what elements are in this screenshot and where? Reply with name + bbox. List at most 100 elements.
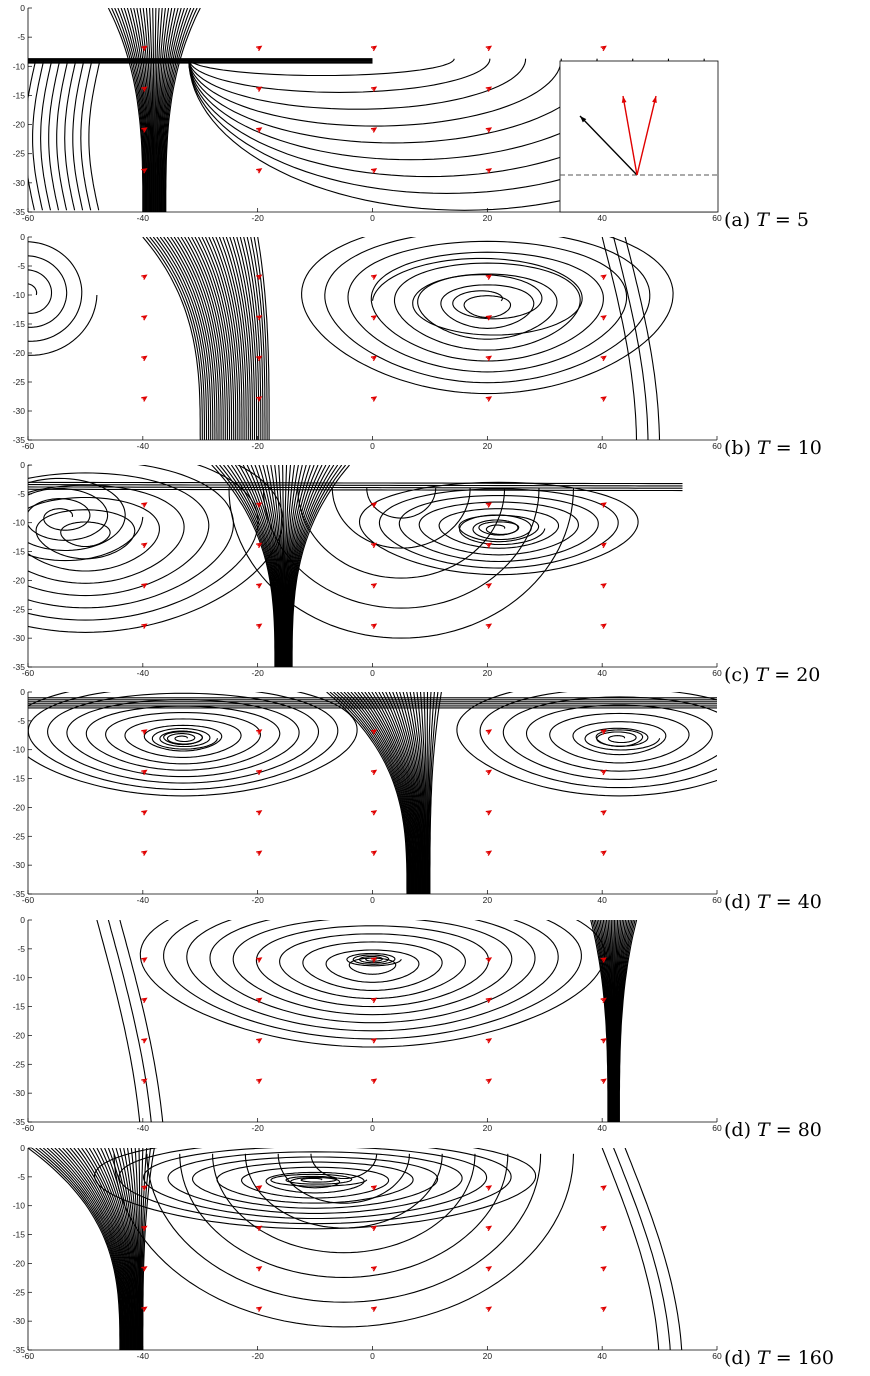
velocity-arrow-head [141, 1225, 148, 1232]
downflow-streamline-11 [180, 237, 224, 440]
y-tick-label: -10 [13, 518, 26, 528]
velocity-arrow-head [370, 45, 378, 52]
downflow-streamline-27 [236, 237, 258, 440]
velocity-arrow-head [370, 623, 378, 629]
velocity-arrows [141, 1185, 607, 1312]
velocity-arrow-head [485, 850, 493, 856]
downflow-streamline-9 [246, 465, 280, 667]
downflow-streamline-33 [429, 692, 442, 894]
velocity-arrow-head [141, 396, 148, 402]
downflow-streamline-11 [142, 8, 153, 212]
velocity-arrow-head [141, 127, 148, 133]
panel-caption: (b) T = 10 [724, 437, 822, 459]
downflow-streamline-29 [165, 8, 201, 212]
downflow-streamline-22 [402, 692, 423, 894]
velocity-arrow-head [370, 86, 378, 92]
caption-eq: = 10 [770, 437, 822, 459]
velocity-arrow-head [256, 623, 263, 629]
downflow-streamline-15 [378, 692, 418, 894]
main-vortex-4 [279, 933, 466, 1000]
downflow-streamline-3 [336, 692, 410, 894]
velocity-arrow-head [370, 1306, 378, 1312]
right-vortex-4 [393, 262, 581, 351]
velocity-arrow-head [485, 502, 493, 508]
x-tick-label: 40 [597, 441, 607, 451]
downflow-streamline-1 [145, 237, 203, 440]
velocity-arrow-head [141, 1266, 148, 1272]
downflow-streamline-25 [123, 1148, 138, 1350]
velocity-arrow-head [485, 1266, 493, 1272]
downflow-streamline-23 [160, 8, 182, 212]
velocity-arrow-head [485, 45, 493, 52]
downflow-streamline-0 [142, 237, 201, 440]
velocity-arrow-head [485, 127, 493, 133]
velocity-arrow-head [256, 997, 263, 1004]
downflow-streamline-19 [157, 8, 170, 212]
downflow-streamline-17 [385, 692, 420, 894]
velocity-arrow-head [370, 1185, 378, 1191]
downflow-streamline-8 [58, 1148, 126, 1350]
inset-arrow-head [621, 96, 627, 103]
velocity-arrow-head [600, 355, 607, 362]
inset-arrow [579, 115, 638, 176]
x-tick-label: -40 [137, 895, 150, 905]
downflow-streamline-19 [208, 237, 241, 440]
y-tick-label: -15 [13, 90, 26, 100]
y-tick-label: -30 [13, 1088, 26, 1098]
downflow-streamline-1 [329, 692, 409, 894]
y-tick-label: -30 [13, 860, 26, 870]
panel-caption: (d) T = 160 [724, 1347, 834, 1369]
velocity-arrow-head [141, 583, 148, 589]
downflow-streamline-16 [88, 1148, 132, 1350]
main-vortex-core [346, 952, 402, 967]
x-tick-label: -60 [22, 441, 35, 451]
velocity-arrow-head [600, 1078, 607, 1084]
velocity-arrow-head [256, 583, 263, 589]
x-tick-label: -20 [252, 441, 265, 451]
downflow-streamline-9 [173, 237, 220, 440]
x-tick-label: -60 [22, 668, 35, 678]
x-tick-label: 40 [597, 213, 607, 223]
downflow-streamline-12 [184, 237, 226, 440]
y-tick-label: 0 [20, 3, 25, 13]
left-vortex-6 [28, 465, 234, 609]
x-tick-label: 40 [597, 1351, 607, 1361]
downflow-streamline-28 [423, 692, 427, 894]
downflow-streamline-24 [161, 8, 185, 212]
velocity-arrow-head [370, 274, 378, 280]
recirculation-streamline [188, 58, 562, 127]
downflow-streamline-21 [215, 237, 245, 440]
caption-var: T [757, 1347, 771, 1369]
downflow-streamline-13 [149, 8, 154, 212]
left-vortex-5 [85, 705, 281, 771]
y-tick-label: -25 [13, 149, 26, 159]
velocity-arrows [141, 729, 607, 856]
downflow-streamline-29 [138, 1148, 141, 1350]
downflow-streamline-33 [142, 1148, 155, 1350]
y-tick-label: -15 [13, 1230, 26, 1240]
caption-eq: = 160 [770, 1347, 834, 1369]
velocity-arrow-head [485, 1185, 493, 1191]
y-tick-label: 0 [20, 915, 25, 925]
x-tick-label: -40 [137, 213, 150, 223]
lower-streamline-1 [277, 1153, 410, 1204]
streamlines [28, 1148, 683, 1350]
downflow-streamline-16 [154, 8, 160, 212]
velocity-arrow-head [370, 997, 378, 1004]
velocity-arrow-head [141, 355, 148, 362]
left-vortex-8 [28, 692, 339, 791]
streamlines [28, 692, 717, 894]
downflow-streamline-24 [225, 237, 251, 440]
velocity-arrow-head [370, 1078, 378, 1084]
panel-c: -60 -40 -20 0 20 40 60 0 -5 -10 -15 -20 -25 -30 -35 (c)… [13, 460, 821, 686]
inset-arrow [636, 95, 657, 176]
velocity-arrow-head [600, 502, 607, 508]
velocity-arrow-head [600, 1225, 607, 1232]
left-vortex-6 [66, 699, 300, 778]
downflow-streamline-32 [428, 692, 439, 894]
velocity-arrow-head [370, 957, 378, 963]
velocity-arrow-head [141, 86, 148, 92]
main-vortex-7 [209, 920, 536, 1024]
x-tick-label: 0 [370, 213, 375, 223]
left-vortex-8 [28, 465, 284, 633]
